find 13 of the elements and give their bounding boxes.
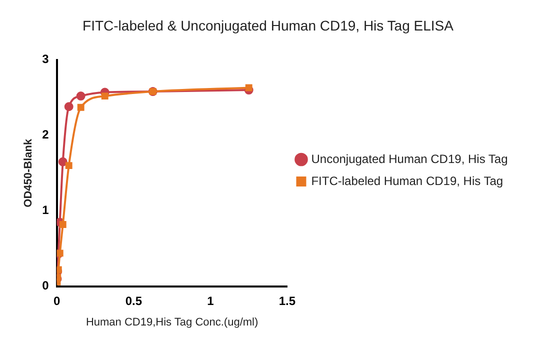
x-axis-title: Human CD19,His Tag Conc.(ug/ml) (86, 316, 258, 328)
y-tick-label: 1 (42, 203, 50, 218)
y-tick-label: 0 (42, 278, 50, 293)
chart-title: FITC-labeled & Unconjugated Human CD19, His Tag ELISA (82, 17, 454, 34)
x-tick-label: 0.5 (125, 294, 142, 308)
x-tick-label: 1 (207, 294, 214, 308)
y-tick-label: 3 (42, 52, 50, 66)
legend-label: FITC-labeled Human CD19, His Tag (311, 174, 504, 188)
y-tick-label: 2 (42, 128, 50, 142)
x-tick-label: 1.5 (278, 294, 296, 308)
legend-label: Unconjugated Human CD19, His Tag (311, 152, 508, 166)
x-tick-label: 0 (54, 294, 61, 308)
y-axis-title: OD450-Blank (22, 138, 35, 208)
